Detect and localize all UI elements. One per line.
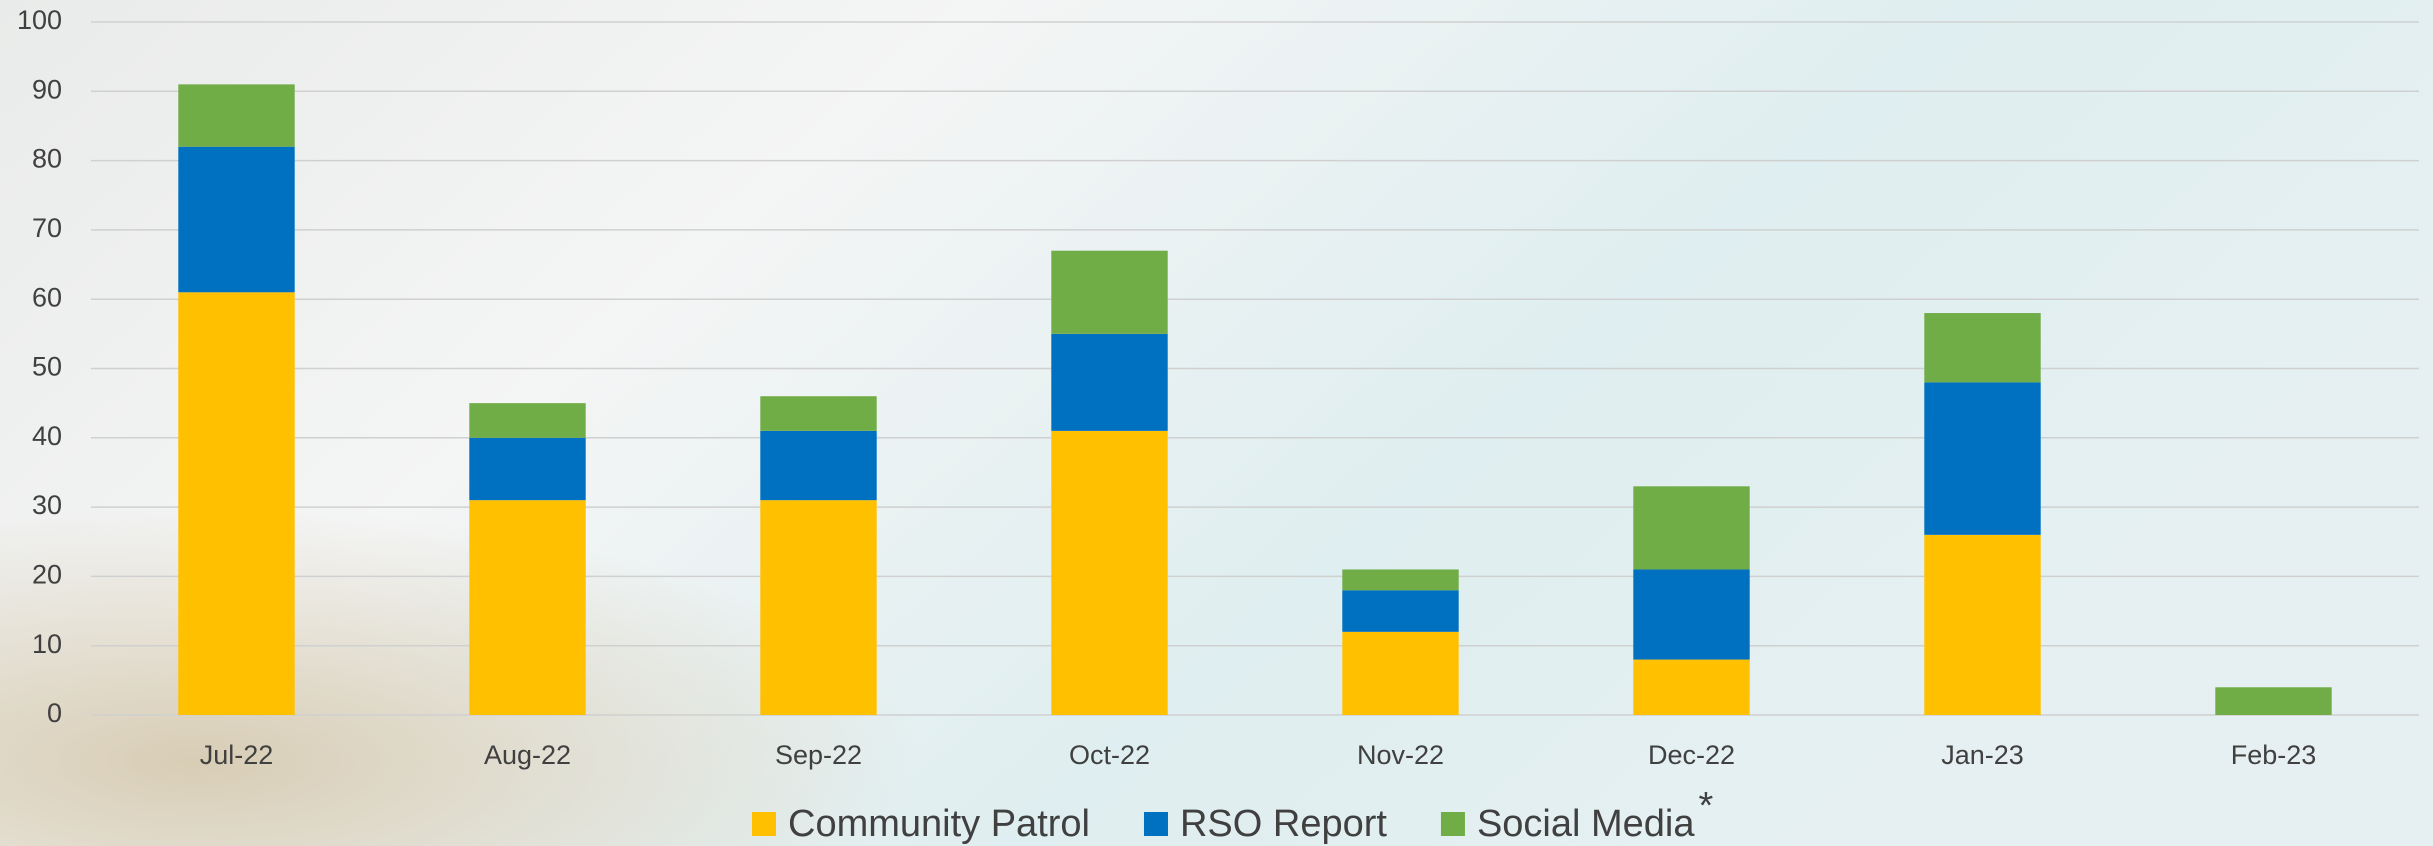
bar-segment <box>1342 569 1459 591</box>
y-tick-label: 90 <box>32 74 62 104</box>
x-tick-label: Jul-22 <box>200 740 274 770</box>
bar-segment <box>469 437 586 501</box>
x-tick-label: Dec-22 <box>1648 740 1735 770</box>
bar-segment <box>1633 659 1750 715</box>
bar-segment <box>1924 313 2041 383</box>
bar-segment <box>1051 333 1168 431</box>
bar-segment <box>178 146 295 293</box>
bar-segment <box>760 396 877 431</box>
bar-segment <box>1633 569 1750 660</box>
legend-swatch <box>752 812 776 836</box>
y-tick-label: 0 <box>47 698 62 728</box>
bar-segment <box>2215 687 2332 715</box>
bar-segment <box>1924 534 2041 715</box>
x-tick-label: Nov-22 <box>1357 740 1444 770</box>
bar-segment <box>1342 590 1459 632</box>
y-tick-label: 60 <box>32 282 62 312</box>
bar-segment <box>760 430 877 501</box>
y-tick-label: 80 <box>32 144 62 174</box>
legend-label: RSO Report <box>1180 803 1387 845</box>
bar-segment <box>1342 631 1459 715</box>
legend-label: Community Patrol <box>788 803 1090 845</box>
legend-label: Social Media <box>1477 803 1695 845</box>
y-tick-label: 20 <box>32 560 62 590</box>
bar-segment <box>178 292 295 715</box>
bar-segment <box>178 84 295 147</box>
legend: Community Patrol RSO Report Social Media * <box>752 785 1714 845</box>
bar-segment <box>1051 430 1168 715</box>
legend-swatch <box>1143 812 1168 836</box>
bar-segment <box>1924 382 2041 535</box>
y-tick-label: 40 <box>32 421 62 451</box>
bar-segment <box>1633 486 1750 570</box>
x-tick-label: Feb-23 <box>2231 740 2317 770</box>
bar-segment <box>1051 250 1168 334</box>
annotation: * <box>1699 785 1714 827</box>
x-tick-label: Sep-22 <box>775 740 862 770</box>
y-tick-label: 100 <box>17 5 62 35</box>
y-tick-label: 50 <box>32 352 62 382</box>
x-tick-label: Oct-22 <box>1069 740 1150 770</box>
x-tick-label: Aug-22 <box>484 740 571 770</box>
bar-segment <box>469 500 586 715</box>
x-tick-label: Jan-23 <box>1941 740 2024 770</box>
y-tick-label: 30 <box>32 490 62 520</box>
y-tick-label: 70 <box>32 213 62 243</box>
legend-swatch <box>1440 812 1465 836</box>
y-tick-label: 10 <box>32 629 62 659</box>
bar-segment <box>760 500 877 715</box>
bar-segment <box>469 403 586 438</box>
